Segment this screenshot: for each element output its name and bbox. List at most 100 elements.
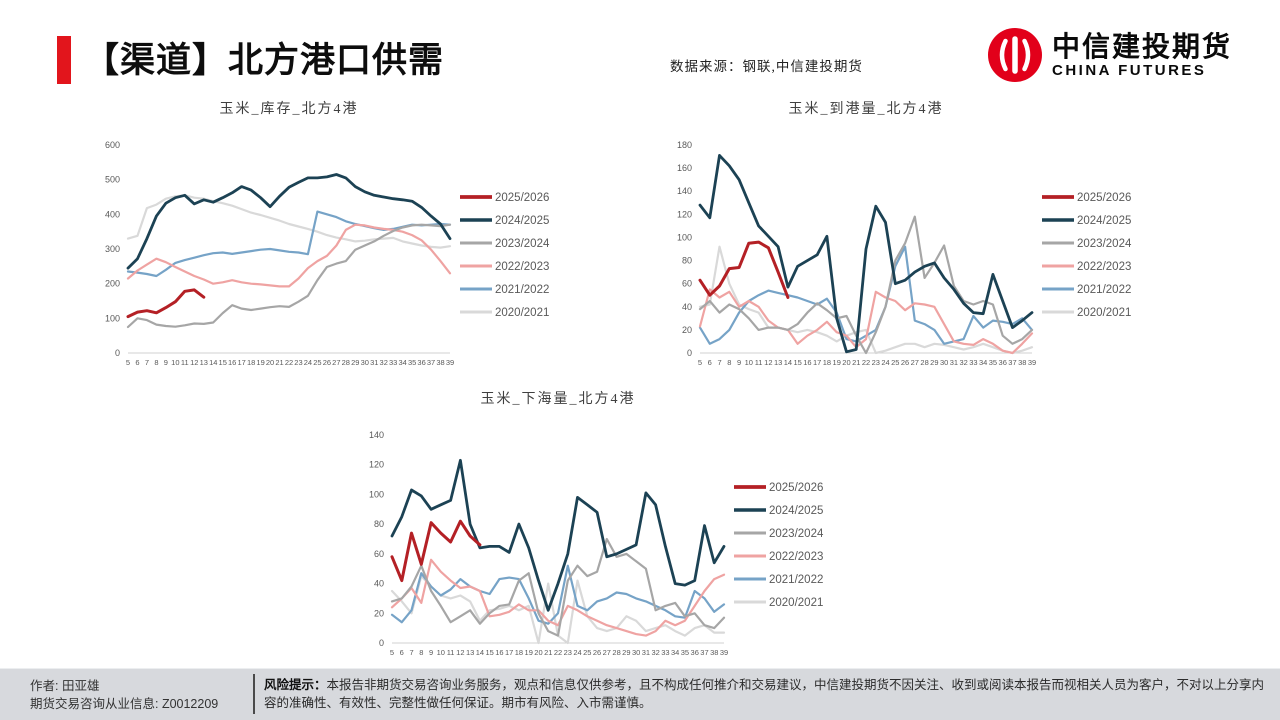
x-tick-label: 24 <box>881 358 889 367</box>
x-tick-label: 23 <box>872 358 880 367</box>
author-license: 期货交易咨询从业信息: Z0012209 <box>30 697 219 711</box>
series-line-2024-2025 <box>698 154 1034 354</box>
x-tick-label: 35 <box>989 358 997 367</box>
data-source-note: 数据来源：钢联,中信建投期货 <box>670 59 863 74</box>
title-accent-bar <box>57 36 71 84</box>
legend-label: 2025/2026 <box>769 482 823 494</box>
legend-label: 2025/2026 <box>1077 192 1131 204</box>
x-tick-label: 30 <box>940 358 948 367</box>
x-tick-label: 12 <box>190 358 198 367</box>
x-tick-label: 23 <box>564 648 572 657</box>
x-tick-label: 36 <box>417 358 425 367</box>
x-tick-label: 10 <box>171 358 179 367</box>
series-line-2022-2023 <box>126 223 452 288</box>
x-tick-label: 21 <box>852 358 860 367</box>
x-tick-label: 14 <box>476 648 484 657</box>
x-tick-label: 39 <box>720 648 728 657</box>
x-tick-label: 9 <box>429 648 433 657</box>
chart-corn-inventory-north4ports: 玉米_库存_北方4港 0 100 200 300 400 500 600 5 6 7 8 9 10 11 12… <box>105 101 550 367</box>
y-tick-label: 100 <box>369 489 384 499</box>
page-title: 【渠道】北方港口供需 <box>84 41 445 80</box>
x-tick-label: 32 <box>380 358 388 367</box>
x-tick-label: 19 <box>833 358 841 367</box>
x-tick-label: 25 <box>583 648 591 657</box>
chart-corn-shipments-north4ports: 玉米_下海量_北方4港 0 20 40 60 80 100 120 140 5 6 7 8 9 10 11 12… <box>369 391 824 657</box>
x-tick-label: 35 <box>681 648 689 657</box>
x-tick-label: 28 <box>342 358 350 367</box>
x-tick-label: 37 <box>1008 358 1016 367</box>
chart-title: 玉米_库存_北方4港 <box>220 101 359 117</box>
y-tick-label: 200 <box>105 279 120 289</box>
x-tick-label: 26 <box>901 358 909 367</box>
x-tick-label: 25 <box>313 358 321 367</box>
x-tick-label: 38 <box>1018 358 1026 367</box>
y-tick-label: 0 <box>115 348 120 358</box>
x-tick-label: 29 <box>351 358 359 367</box>
legend-label: 2021/2022 <box>1077 284 1131 296</box>
legend-label: 2022/2023 <box>769 551 823 563</box>
y-tick-label: 20 <box>374 608 384 618</box>
legend-label: 2022/2023 <box>495 261 549 273</box>
x-tick-label: 27 <box>911 358 919 367</box>
legend-label: 2020/2021 <box>495 307 549 319</box>
x-tick-label: 26 <box>323 358 331 367</box>
x-tick-label: 30 <box>632 648 640 657</box>
author-name: 作者: 田亚雄 <box>30 679 100 693</box>
x-tick-label: 35 <box>408 358 416 367</box>
x-tick-label: 11 <box>447 648 455 657</box>
y-tick-label: 600 <box>105 140 120 150</box>
series-line-2022-2023 <box>390 558 726 637</box>
series-line-2021-2022 <box>126 210 452 278</box>
legend-label: 2023/2024 <box>495 238 550 250</box>
y-tick-label: 120 <box>677 209 692 219</box>
y-tick-label: 300 <box>105 244 120 254</box>
legend-label: 2024/2025 <box>495 215 549 227</box>
x-tick-label: 22 <box>554 648 562 657</box>
x-tick-label: 18 <box>247 358 255 367</box>
legend-label: 2022/2023 <box>1077 261 1131 273</box>
x-tick-label: 23 <box>294 358 302 367</box>
x-tick-label: 7 <box>409 648 413 657</box>
x-tick-label: 10 <box>745 358 753 367</box>
x-tick-label: 25 <box>891 358 899 367</box>
y-tick-label: 40 <box>682 302 692 312</box>
logo-name-en: CHINA FUTURES <box>1052 61 1207 79</box>
x-tick-label: 34 <box>398 358 406 367</box>
legend-label: 2020/2021 <box>1077 307 1131 319</box>
series-line-2024-2025 <box>126 173 452 270</box>
series-line-2023-2024 <box>698 215 1034 355</box>
x-tick-label: 15 <box>793 358 801 367</box>
risk-text: 本报告非期货交易咨询业务服务，观点和信息仅供参考，且不构成任何推介和交易建议，中… <box>264 678 1265 710</box>
x-tick-label: 15 <box>485 648 493 657</box>
x-tick-label: 14 <box>784 358 792 367</box>
x-tick-label: 20 <box>842 358 850 367</box>
series-line-2025-2026 <box>390 519 482 583</box>
series-line-2020-2021 <box>698 245 1034 355</box>
x-tick-label: 36 <box>691 648 699 657</box>
x-tick-label: 17 <box>813 358 821 367</box>
y-tick-label: 180 <box>677 140 692 150</box>
series-line-2025-2026 <box>126 288 206 319</box>
y-tick-label: 40 <box>374 579 384 589</box>
legend-label: 2021/2022 <box>769 574 823 586</box>
x-tick-label: 8 <box>727 358 731 367</box>
x-tick-label: 21 <box>275 358 283 367</box>
x-tick-label: 24 <box>573 648 581 657</box>
x-tick-label: 28 <box>920 358 928 367</box>
series-line-2024-2025 <box>390 458 726 612</box>
company-logo: 中信建投期货 CHINA FUTURES <box>986 26 1232 84</box>
series-line-2023-2024 <box>126 223 452 329</box>
x-tick-label: 11 <box>755 358 763 367</box>
x-tick-label: 5 <box>390 648 394 657</box>
x-tick-label: 9 <box>737 358 741 367</box>
x-tick-label: 24 <box>304 358 312 367</box>
x-tick-label: 16 <box>495 648 503 657</box>
x-tick-label: 39 <box>446 358 454 367</box>
x-tick-label: 6 <box>708 358 712 367</box>
logo-name-cn: 中信建投期货 <box>1052 30 1233 62</box>
risk-disclaimer: 风险提示：本报告非期货交易咨询业务服务，观点和信息仅供参考，且不构成任何推介和交… <box>264 676 1272 712</box>
x-tick-label: 17 <box>505 648 513 657</box>
x-tick-label: 18 <box>515 648 523 657</box>
series-line-2021-2022 <box>390 564 726 625</box>
